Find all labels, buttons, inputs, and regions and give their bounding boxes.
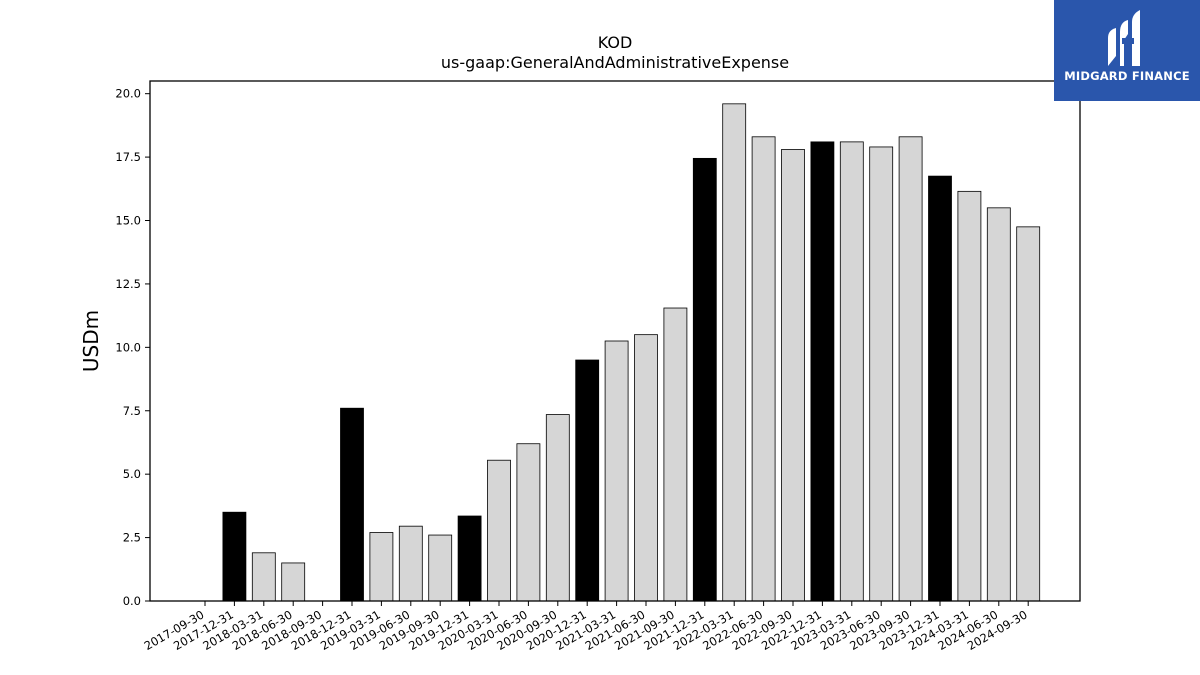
bar-2023-12-31	[928, 175, 952, 602]
bar-2024-06-30	[986, 207, 1011, 602]
bar-2018-12-31	[340, 407, 364, 602]
bar-2023-03-31	[839, 141, 864, 602]
bar-2021-03-31	[604, 340, 629, 602]
y-tick-label: 7.5	[123, 404, 141, 418]
bar-2022-03-31	[722, 103, 747, 602]
y-tick-label: 0.0	[123, 594, 141, 608]
y-tick-label: 20.0	[115, 87, 141, 101]
bar-2018-03-31	[251, 552, 276, 602]
brand-name: MIDGARD FINANCE	[1064, 69, 1190, 83]
bar-2022-09-30	[781, 149, 805, 602]
bar-2020-09-30	[545, 414, 570, 602]
y-axis-label: USDm	[79, 310, 103, 372]
bar-2021-09-30	[663, 307, 688, 602]
bar-2018-06-30	[281, 562, 306, 602]
midgard-mark-icon	[1108, 10, 1140, 66]
bar-2021-06-30	[634, 334, 658, 602]
y-tick-label: 10.0	[115, 340, 141, 354]
bar-2017-12-31	[222, 511, 247, 602]
brand-logo: MIDGARD FINANCE	[1054, 0, 1200, 101]
y-tick-label: 2.5	[123, 531, 141, 545]
y-tick-label: 17.5	[115, 150, 141, 164]
bar-2023-09-30	[898, 136, 923, 602]
chart-title: KOD	[598, 33, 633, 52]
chart-subtitle: us-gaap:GeneralAndAdministrativeExpense	[441, 53, 789, 72]
x-axis: 2017-09-302017-12-312018-03-312018-06-30…	[142, 601, 1030, 653]
y-axis: 0.0 2.5 5.0 7.5 10.0 12.5 15.0 17.5 20.0	[115, 87, 150, 608]
bar-2019-03-31	[369, 532, 394, 602]
bar-2019-06-30	[398, 525, 423, 602]
y-tick-label: 15.0	[115, 214, 141, 228]
bar-2020-03-31	[487, 459, 511, 602]
bar-2020-12-31	[575, 359, 600, 602]
y-tick-label: 12.5	[115, 277, 141, 291]
bar-2020-06-30	[516, 443, 541, 602]
bars-group	[222, 103, 1041, 602]
plot-frame	[149, 80, 1081, 602]
bar-2021-12-31	[692, 157, 717, 602]
bar-2023-06-30	[869, 146, 894, 602]
bar-2019-09-30	[428, 534, 453, 602]
bar-2024-03-31	[957, 190, 982, 602]
bar-2022-06-30	[751, 136, 776, 602]
bar-2022-12-31	[810, 141, 835, 602]
bar-2019-12-31	[457, 515, 482, 602]
bar-2024-09-30	[1016, 226, 1041, 602]
y-tick-label: 5.0	[123, 467, 141, 481]
